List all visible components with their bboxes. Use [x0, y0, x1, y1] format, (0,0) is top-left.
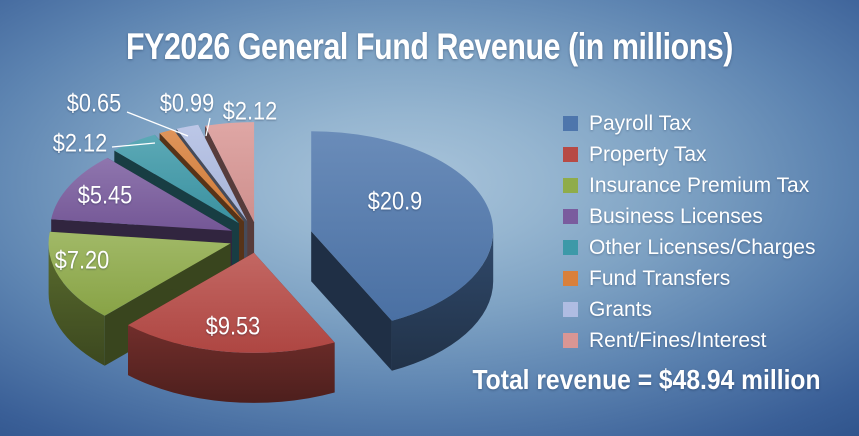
legend-label-payroll-tax: Payroll Tax: [589, 111, 692, 135]
legend-swatch-property-tax: [563, 147, 578, 162]
pie-slice-grants[interactable]: [176, 124, 248, 221]
pie-slice-payroll-tax-outer-wall: [391, 231, 494, 371]
legend-swatch-rent-fines-interest: [563, 333, 578, 348]
label-leader-line-0: [111, 142, 156, 148]
chart-legend: Payroll Tax Property Tax Insurance Premium…: [563, 108, 815, 356]
legend-item-insurance-premium-tax: Insurance Premium Tax: [563, 170, 815, 201]
legend-label-business-licenses: Business Licenses: [589, 204, 763, 228]
slice-label-fund-transfers: $0.65: [66, 89, 122, 118]
pie-slice-payroll-tax[interactable]: [311, 131, 494, 321]
legend-swatch-other-licenses-charges: [563, 240, 578, 255]
legend-item-rent-fines-interest: Rent/Fines/Interest: [563, 325, 815, 356]
pie-slice-property-tax[interactable]: [128, 252, 335, 353]
legend-swatch-fund-transfers: [563, 271, 578, 286]
legend-item-business-licenses: Business Licenses: [563, 201, 815, 232]
legend-item-payroll-tax: Payroll Tax: [563, 108, 815, 139]
legend-item-grants: Grants: [563, 294, 815, 325]
label-leader-line-2: [205, 117, 211, 137]
slice-label-rent-fines-interest: $2.12: [222, 97, 278, 126]
pie-slice-fund-transfers[interactable]: [159, 129, 244, 222]
legend-swatch-grants: [563, 302, 578, 317]
slice-label-business-licenses: $5.45: [77, 181, 133, 210]
pie-slice-other-licenses-charges[interactable]: [114, 134, 239, 224]
pie-slice-payroll-tax-cut-face-1: [311, 231, 392, 371]
pie-slice-business-licenses[interactable]: [51, 157, 233, 231]
legend-swatch-business-licenses: [563, 209, 578, 224]
pie-slice-insurance-premium-tax[interactable]: [48, 231, 231, 316]
pie-slice-property-tax-outer-wall: [128, 325, 335, 403]
label-leader-line-1: [126, 111, 189, 137]
pie-slice-rent-fines-interest[interactable]: [205, 122, 255, 223]
legend-swatch-payroll-tax: [563, 116, 578, 131]
legend-item-other-licenses-charges: Other Licenses/Charges: [563, 232, 815, 263]
legend-swatch-insurance-premium-tax: [563, 178, 578, 193]
legend-label-grants: Grants: [589, 297, 653, 321]
slice-label-insurance-premium-tax: $7.20: [54, 246, 110, 275]
legend-item-property-tax: Property Tax: [563, 139, 815, 170]
legend-label-property-tax: Property Tax: [589, 142, 707, 166]
legend-item-fund-transfers: Fund Transfers: [563, 263, 815, 294]
total-revenue-text: Total revenue = $48.94 million: [472, 364, 821, 395]
slice-label-property-tax: $9.53: [205, 312, 261, 341]
slice-label-payroll-tax: $20.9: [367, 187, 423, 216]
legend-label-other-licenses-charges: Other Licenses/Charges: [589, 235, 816, 259]
chart-title: FY2026 General Fund Revenue (in millions…: [125, 26, 734, 67]
legend-label-fund-transfers: Fund Transfers: [589, 266, 731, 290]
legend-label-insurance-premium-tax: Insurance Premium Tax: [589, 173, 810, 197]
legend-label-rent-fines-interest: Rent/Fines/Interest: [589, 328, 767, 352]
slice-label-grants: $0.99: [159, 89, 215, 118]
slice-label-other-licenses-charges: $2.12: [52, 129, 108, 158]
pie-slice-insurance-premium-tax-outer-wall: [48, 243, 105, 366]
